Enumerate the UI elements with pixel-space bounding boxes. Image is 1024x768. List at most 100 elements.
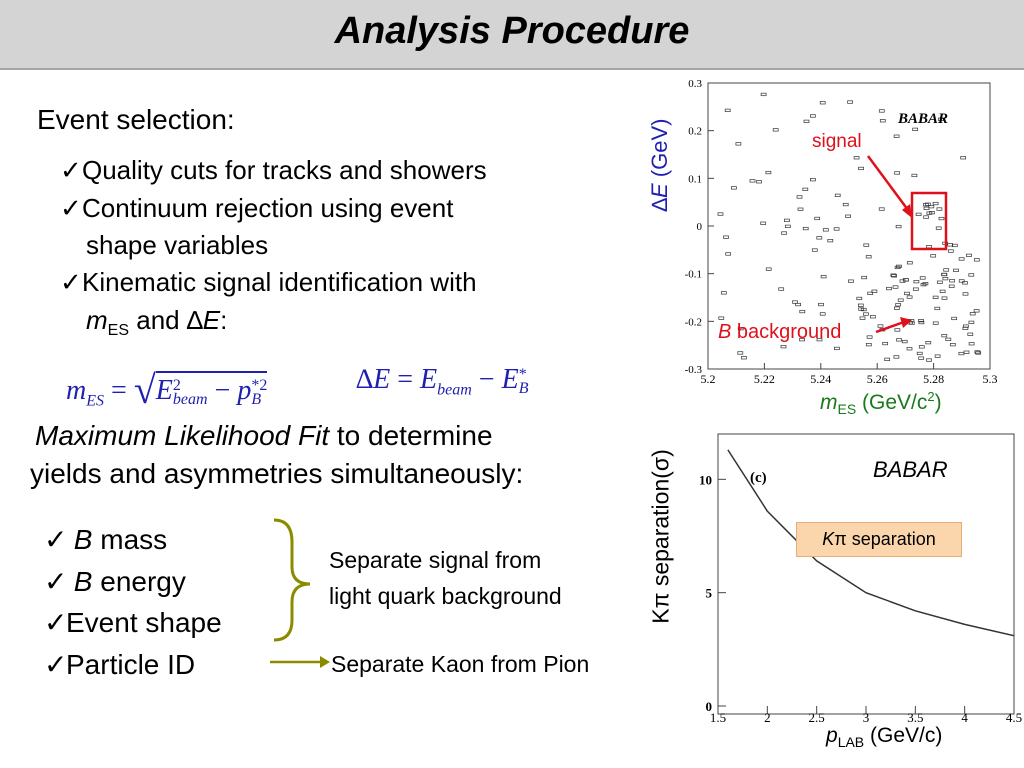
brace-arrow-graphic: [270, 518, 330, 668]
scatter-point: [943, 268, 950, 272]
scatter-point: [796, 195, 803, 199]
bkg-arrow: [875, 320, 905, 334]
scatter-point: [856, 296, 863, 301]
scatter-point: [863, 312, 869, 316]
scatter-point: [962, 326, 969, 330]
scatter-point: [949, 279, 955, 283]
scatter-point: [894, 171, 900, 175]
scatter-point: [973, 258, 980, 262]
list-item-continuum: ✓Continuum rejection using event: [60, 193, 454, 223]
scatter-point: [958, 257, 965, 261]
scatter-point: [953, 268, 959, 272]
scatter-point: [737, 327, 744, 331]
scatter-point: [899, 279, 906, 283]
scatter-point: [861, 275, 868, 280]
scatter-point: [720, 291, 727, 295]
scatter-point: [932, 321, 939, 325]
scatter-x-tick-label: 5.3: [983, 372, 998, 386]
list-item-kinematic: ✓Kinematic signal identification with: [60, 267, 477, 297]
signal-label: signal: [812, 131, 862, 152]
scatter-point: [936, 280, 943, 284]
scatter-point: [942, 277, 949, 281]
scatter-point: [938, 216, 945, 221]
scatter-point: [802, 226, 809, 231]
bkg-label: B background: [718, 321, 842, 343]
sep-x-tick-label: 3.5: [907, 710, 923, 724]
scatter-y-tick-label: 0.2: [688, 126, 702, 138]
signal-box: [910, 191, 948, 251]
checkmark-icon: ✓: [44, 524, 68, 555]
scatter-x-tick-label: 5.24: [810, 372, 831, 386]
scatter-point: [960, 156, 967, 160]
scatter-y-tick-label: -0.3: [685, 364, 703, 376]
scatter-point: [724, 108, 731, 112]
scatter-point: [923, 206, 930, 210]
scatter-point: [906, 261, 913, 265]
scatter-point: [858, 166, 864, 171]
scatter-point: [882, 341, 889, 346]
scatter-point: [816, 338, 823, 342]
scatter-point: [969, 312, 976, 316]
ml-line-1: Maximum Likelihood Fit to determine: [35, 420, 493, 451]
checkmark-icon: ✓: [60, 155, 82, 185]
scatter-point: [925, 341, 932, 345]
babar-logo: BABAR: [897, 111, 948, 127]
scatter-y-tick-label: -0.2: [685, 316, 702, 328]
scatter-point: [958, 279, 965, 283]
scatter-point: [847, 100, 853, 104]
sep-curve: [727, 449, 1015, 637]
scatter-point: [870, 315, 876, 319]
scatter-point: [930, 254, 937, 258]
scatter-point: [894, 265, 901, 270]
scatter-point: [934, 354, 941, 358]
scatter-point: [891, 274, 897, 278]
mes-formula: mES = √E 2 beam − p *2 B: [66, 367, 268, 412]
panel-label: (c): [750, 470, 767, 486]
scatter-point: [865, 343, 872, 347]
page-title: Analysis Procedure: [334, 10, 690, 52]
scatter-point: [918, 345, 925, 349]
scatter-point: [916, 351, 923, 356]
fit-var-event-shape: ✓Event shape: [44, 607, 222, 638]
scatter-point: [865, 255, 872, 259]
scatter-point: [819, 101, 826, 105]
scatter-point: [737, 351, 744, 355]
scatter-point: [878, 109, 885, 113]
scatter-point: [966, 253, 972, 257]
scatter-point: [725, 252, 732, 256]
scatter-point: [935, 226, 942, 230]
scatter-point: [797, 207, 804, 211]
scatter-point: [958, 351, 965, 356]
scatter-point: [859, 316, 866, 320]
scatter-point: [912, 287, 919, 291]
scatter-point: [973, 309, 980, 313]
checkmark-icon: ✓: [44, 649, 68, 680]
scatter-point: [822, 228, 829, 232]
scatter-x-tick-label: 5.26: [867, 372, 888, 386]
scatter-y-label: ∆E (GeV): [647, 118, 672, 212]
scatter-point: [892, 285, 899, 289]
scatter-point: [901, 339, 908, 344]
scatter-point: [934, 306, 941, 311]
scatter-point: [945, 337, 952, 341]
scatter-point: [919, 276, 926, 280]
scatter-point: [735, 142, 742, 146]
scatter-points: [717, 92, 982, 362]
scatter-point: [818, 302, 824, 307]
scatter-point: [792, 300, 798, 304]
scatter-x-ticks: 5.2 5.22 5.24 5.26 5.28 5.3: [701, 363, 998, 386]
scatter-y-tick-label: -0.1: [685, 269, 702, 281]
scatter-point: [893, 134, 900, 138]
scatter-point: [974, 350, 981, 354]
scatter-point: [853, 156, 860, 160]
note-separate-signal-2: light quark background: [329, 583, 562, 609]
scatter-x-tick-label: 5.28: [923, 372, 944, 386]
sep-x-tick-label: 3: [863, 710, 870, 724]
scatter-point: [913, 280, 920, 284]
scatter-point: [926, 358, 932, 362]
scatter-point: [928, 205, 935, 209]
scatter-point: [951, 243, 958, 248]
scatter-point: [799, 309, 806, 314]
scatter-point: [810, 178, 816, 182]
signal-arrow: [866, 155, 910, 211]
